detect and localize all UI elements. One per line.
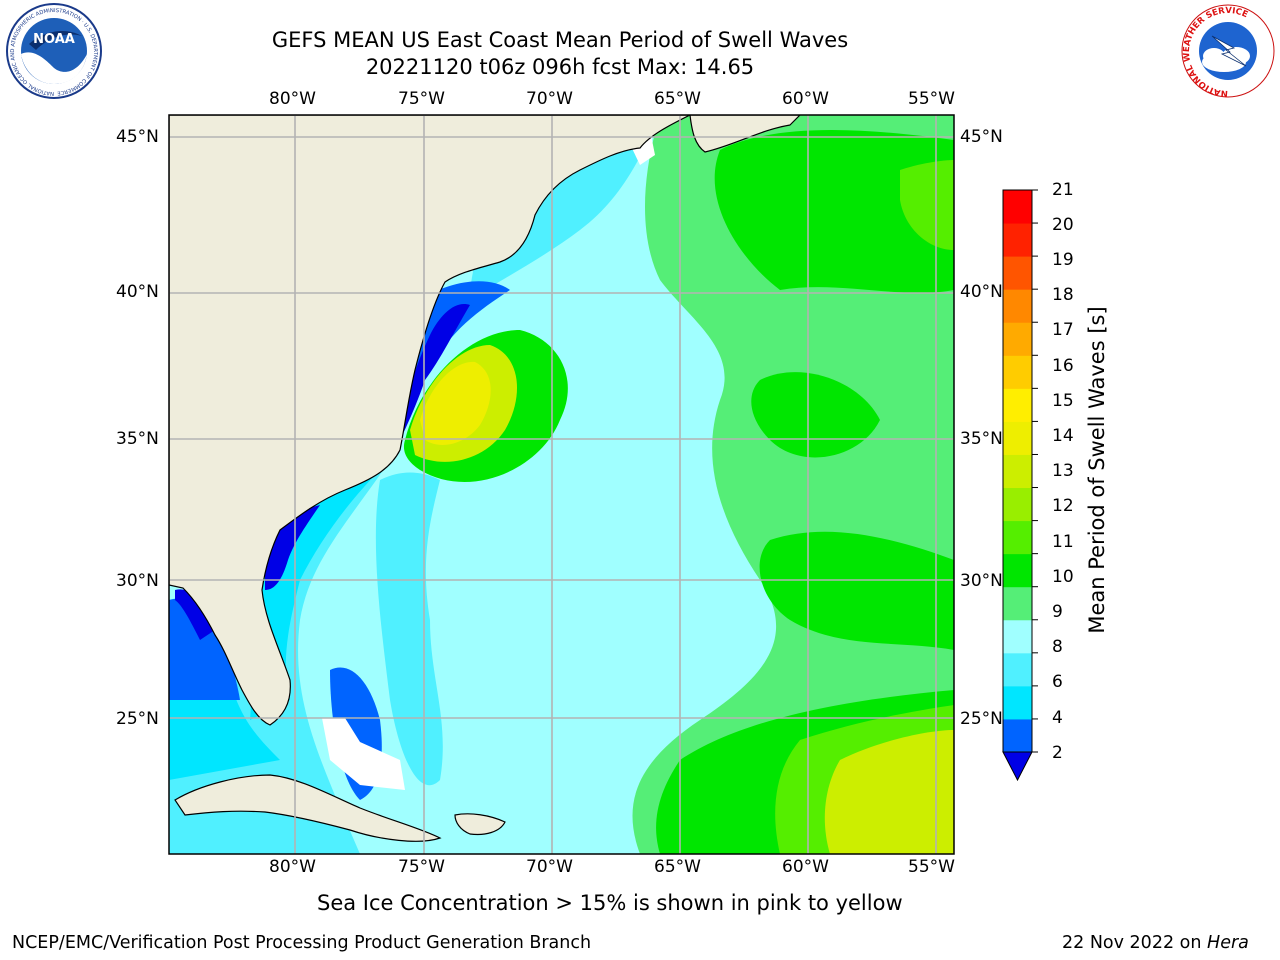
colorbar-swatch bbox=[1003, 388, 1032, 422]
field-lt2-nc bbox=[400, 304, 470, 440]
noaa-logo: NOAA NATIONAL OCEANIC AND ATMOSPHERIC AD… bbox=[2, 2, 106, 104]
lon-label-bottom-70w: 70°W bbox=[526, 857, 573, 877]
bahama-banks-blank bbox=[322, 718, 405, 790]
north-america-land bbox=[169, 115, 691, 726]
field-11-12-north bbox=[900, 160, 954, 250]
colorbar-swatch bbox=[1003, 718, 1032, 753]
lon-label-bottom-65w: 65°W bbox=[654, 857, 701, 877]
colorbar-tick-8: 8 bbox=[1052, 637, 1063, 657]
colorbar-swatch bbox=[1003, 685, 1032, 720]
chart-title: GEFS MEAN US East Coast Mean Period of S… bbox=[271, 28, 849, 52]
footer-machine: Hera bbox=[1207, 933, 1249, 953]
colorbar-tick-20: 20 bbox=[1052, 215, 1074, 235]
colorbar-tick-19: 19 bbox=[1052, 250, 1074, 270]
colorbar-tick-16: 16 bbox=[1052, 356, 1074, 376]
lon-label-bottom-60w: 60°W bbox=[782, 857, 829, 877]
colorbar-swatch bbox=[1003, 256, 1032, 290]
colorbar-title: Mean Period of Swell Waves [s] bbox=[1085, 306, 1109, 634]
colorbar-tick-4: 4 bbox=[1052, 708, 1063, 728]
colorbar-tick-11: 11 bbox=[1052, 532, 1074, 552]
lat-label-right-40n: 40°N bbox=[960, 282, 1003, 302]
lat-label-left-40n: 40°N bbox=[116, 282, 159, 302]
lat-label-right-30n: 30°N bbox=[960, 571, 1003, 591]
hispaniola-land bbox=[454, 813, 506, 836]
colorbar-swatch bbox=[1003, 289, 1032, 323]
lon-label-top-80w: 80°W bbox=[269, 89, 316, 109]
lon-label-bottom-75w: 75°W bbox=[398, 857, 445, 877]
colorbar-tick-18: 18 bbox=[1052, 285, 1074, 305]
nova-scotia-land bbox=[689, 115, 801, 153]
colorbar-tick-9: 9 bbox=[1052, 602, 1063, 622]
footer-date: 22 Nov 2022 on Hera bbox=[1062, 933, 1249, 953]
chart-subtitle: 20221120 t06z 096h fcst Max: 14.65 bbox=[365, 55, 755, 79]
nws-logo: NATIONAL WEATHER SERVICE bbox=[1176, 2, 1280, 104]
colorbar-swatch bbox=[1003, 487, 1032, 522]
lat-label-right-45n: 45°N bbox=[960, 127, 1003, 147]
nws-emblem: NATIONAL WEATHER SERVICE bbox=[1181, 4, 1275, 98]
field-lt2-fl-panhandle bbox=[175, 589, 215, 640]
colorbar-swatch bbox=[1003, 586, 1032, 621]
footer-date-text: 22 Nov 2022 on bbox=[1062, 933, 1202, 953]
lat-label-right-25n: 25°N bbox=[960, 709, 1003, 729]
colorbar-swatch bbox=[1003, 553, 1032, 588]
colorbar-swatch bbox=[1003, 652, 1032, 687]
sea-ice-note: Sea Ice Concentration > 15% is shown in … bbox=[317, 891, 903, 915]
colorbar-swatch bbox=[1003, 520, 1032, 555]
footer-credit: NCEP/EMC/Verification Post Processing Pr… bbox=[12, 933, 592, 953]
colorbar-tick-15: 15 bbox=[1052, 391, 1074, 411]
colorbar bbox=[1002, 189, 1038, 782]
graticule bbox=[169, 115, 954, 854]
lon-label-top-70w: 70°W bbox=[526, 89, 573, 109]
field-2-4-gulf bbox=[169, 598, 240, 700]
colorbar-frame bbox=[1002, 189, 1033, 753]
lon-label-top-65w: 65°W bbox=[654, 89, 701, 109]
field-6-8-ne bbox=[470, 115, 660, 300]
colorbar-tick-6: 6 bbox=[1052, 672, 1063, 692]
svg-text:NOAA: NOAA bbox=[33, 32, 75, 47]
colorbar-swatch bbox=[1003, 190, 1032, 224]
colorbar-extend-triangle bbox=[1002, 751, 1033, 782]
lat-label-left-30n: 30°N bbox=[116, 571, 159, 591]
lat-label-left-45n: 45°N bbox=[116, 127, 159, 147]
colorbar-swatch bbox=[1003, 421, 1032, 455]
lon-label-bottom-80w: 80°W bbox=[269, 857, 316, 877]
colorbar-tick-17: 17 bbox=[1052, 320, 1074, 340]
lat-label-left-35n: 35°N bbox=[116, 429, 159, 449]
colorbar-tick-2: 2 bbox=[1052, 743, 1063, 763]
field-6-8-band bbox=[375, 472, 443, 786]
lon-label-top-75w: 75°W bbox=[398, 89, 445, 109]
colorbar-swatch bbox=[1003, 322, 1032, 356]
colorbar-tick-14: 14 bbox=[1052, 426, 1074, 446]
field-10-11-north bbox=[714, 130, 954, 293]
lon-label-bottom-55w: 55°W bbox=[908, 857, 955, 877]
colorbar-tick-13: 13 bbox=[1052, 461, 1074, 481]
field-2-4-midatlantic bbox=[407, 281, 510, 400]
colorbar-tick-10: 10 bbox=[1052, 567, 1074, 587]
map-field bbox=[169, 115, 954, 854]
colorbar-tick-12: 12 bbox=[1052, 496, 1074, 516]
noaa-emblem: NOAA NATIONAL OCEANIC AND ATMOSPHERIC AD… bbox=[6, 3, 102, 99]
lon-label-top-60w: 60°W bbox=[782, 89, 829, 109]
lat-label-left-25n: 25°N bbox=[116, 709, 159, 729]
field-hatteras-14 bbox=[420, 361, 491, 445]
colorbar-swatch bbox=[1003, 223, 1032, 257]
lon-label-top-55w: 55°W bbox=[908, 89, 955, 109]
field-9-10 bbox=[632, 115, 954, 854]
cuba-land bbox=[174, 774, 442, 842]
colorbar-swatch bbox=[1003, 355, 1032, 389]
colorbar-swatch bbox=[1003, 454, 1032, 489]
field-10-11-east bbox=[751, 372, 880, 458]
lat-label-right-35n: 35°N bbox=[960, 429, 1003, 449]
colorbar-swatch bbox=[1003, 619, 1032, 654]
map-frame bbox=[168, 114, 955, 855]
field-12-13-south bbox=[824, 730, 954, 854]
colorbar-tick-21: 21 bbox=[1052, 180, 1074, 200]
